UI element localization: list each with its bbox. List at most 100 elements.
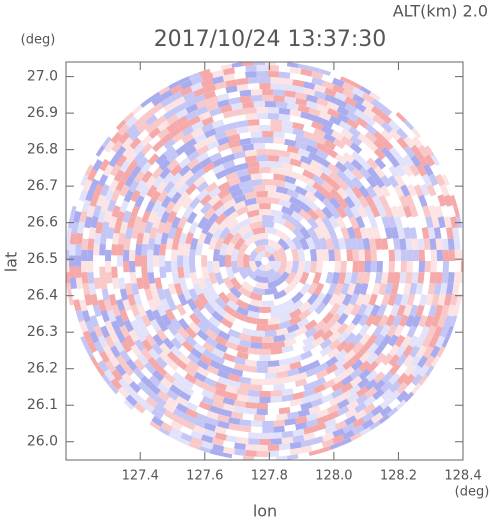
radar-cell — [88, 283, 97, 295]
radar-cell — [283, 290, 297, 302]
radar-cell — [191, 127, 204, 138]
radar-cell — [373, 130, 386, 143]
radar-cell — [273, 95, 285, 103]
radar-cell — [286, 454, 299, 460]
radar-cell — [110, 320, 121, 333]
radar-cell — [289, 361, 302, 370]
radar-cell — [424, 355, 436, 368]
radar-cell — [292, 347, 305, 357]
radar-cell — [183, 266, 191, 279]
radar-cell — [93, 184, 104, 197]
radar-cell — [166, 351, 180, 364]
radar-cell — [270, 438, 282, 445]
radar-cell — [403, 363, 416, 377]
radar-cell — [355, 386, 369, 398]
radar-cell — [388, 390, 401, 403]
radar-cell — [311, 70, 324, 80]
radar-cell — [127, 216, 136, 229]
radar-cell — [103, 210, 113, 223]
radar-cell — [231, 261, 240, 274]
radar-cell — [170, 345, 183, 358]
radar-cell — [374, 238, 383, 250]
radar-cell — [133, 358, 146, 372]
radar-cell — [205, 181, 218, 194]
radar-cell — [253, 456, 265, 460]
radar-cell — [148, 348, 160, 361]
radar-cell — [433, 283, 442, 295]
radar-cell — [104, 189, 115, 202]
radar-cell — [313, 282, 325, 296]
radar-cell — [197, 216, 209, 230]
radar-cell — [403, 119, 415, 131]
radar-cell — [165, 237, 174, 251]
radar-cell — [193, 175, 206, 188]
radar-cell — [273, 179, 286, 188]
radar-cell — [344, 271, 353, 285]
radar-cell — [187, 360, 200, 372]
radar-cell — [310, 166, 323, 178]
radar-cell — [388, 111, 401, 124]
radar-cell — [129, 372, 142, 385]
radar-cell — [370, 412, 384, 424]
radar-cell — [388, 119, 401, 132]
radar-cell — [284, 96, 297, 104]
radar-cell — [189, 196, 201, 210]
radar-cell — [355, 215, 366, 229]
radar-cell — [428, 304, 438, 318]
radar-cell — [270, 167, 283, 175]
radar-cell — [206, 102, 219, 112]
radar-cell — [228, 97, 241, 105]
radar-cell — [110, 377, 123, 391]
radar-cell — [312, 181, 325, 194]
radar-cell — [262, 94, 274, 102]
radar-cell — [305, 418, 319, 428]
radar-cell — [196, 151, 210, 163]
radar-cell — [348, 126, 361, 138]
radar-cell — [237, 224, 252, 236]
radar-cell — [424, 365, 435, 377]
radar-cell — [193, 371, 207, 383]
radar-cell — [299, 357, 313, 367]
radar-cell — [304, 191, 318, 203]
radar-cell — [308, 449, 321, 456]
radar-cell — [133, 293, 143, 307]
radar-cell — [291, 272, 303, 286]
radar-cell — [386, 324, 398, 338]
radar-cell — [408, 174, 419, 187]
radar-cell — [153, 243, 161, 256]
radar-cell — [190, 430, 203, 440]
radar-cell — [131, 226, 140, 239]
radar-cell — [423, 163, 434, 177]
radar-cell — [185, 103, 199, 114]
radar-cell — [278, 71, 291, 79]
radar-cell — [113, 169, 125, 182]
radar-cell — [316, 415, 329, 425]
radar-cell — [321, 118, 334, 129]
x-tick-label: 127.6 — [186, 469, 223, 484]
radar-cell — [323, 132, 336, 144]
radar-cell — [92, 350, 103, 363]
radar-cell — [188, 115, 201, 126]
radar-cell — [148, 134, 161, 147]
radar-cell — [284, 132, 297, 141]
radar-cell — [458, 227, 463, 240]
radar-cell — [123, 399, 135, 411]
radar-cell — [205, 336, 218, 348]
radar-cell — [328, 179, 341, 192]
radar-cell — [253, 245, 265, 254]
radar-cell — [246, 209, 260, 218]
radar-cell — [117, 123, 130, 136]
radar-cell — [247, 83, 260, 90]
radar-cell — [267, 360, 280, 367]
radar-cell — [206, 410, 219, 420]
radar-cell — [460, 261, 463, 273]
radar-cell — [342, 293, 353, 307]
y-unit: (deg) — [21, 33, 56, 48]
radar-cell — [219, 226, 231, 240]
radar-cell — [286, 368, 300, 377]
radar-cell — [147, 261, 154, 273]
radar-cell — [214, 204, 227, 217]
radar-cell — [276, 413, 288, 421]
radar-cell — [446, 325, 454, 338]
radar-cell — [435, 173, 446, 187]
